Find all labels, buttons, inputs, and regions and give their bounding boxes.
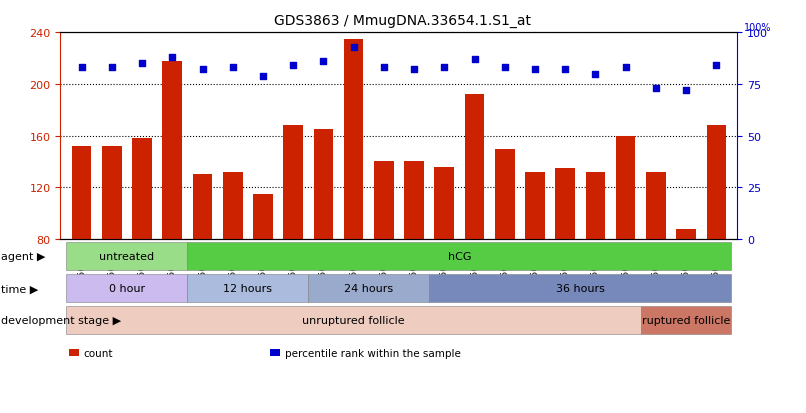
Bar [465, 95, 484, 240]
Bar [193, 175, 212, 240]
Text: development stage ▶: development stage ▶ [1, 316, 121, 326]
Point [438, 65, 451, 71]
Bar [66, 242, 187, 270]
Text: count: count [83, 348, 113, 358]
Point [75, 65, 88, 71]
Text: 36 hours: 36 hours [556, 283, 604, 294]
Text: time ▶: time ▶ [1, 283, 38, 294]
Text: untreated: untreated [99, 251, 155, 261]
Point [287, 63, 300, 69]
Point [347, 44, 360, 51]
Bar [66, 307, 641, 335]
Point [226, 65, 239, 71]
Text: percentile rank within the sample: percentile rank within the sample [285, 348, 460, 358]
Bar [187, 275, 308, 302]
Bar [308, 275, 429, 302]
Bar [163, 62, 182, 240]
Point [710, 63, 723, 69]
Bar [374, 162, 393, 240]
Bar [187, 242, 732, 270]
Point [650, 85, 663, 92]
Bar [66, 275, 187, 302]
Bar [405, 162, 424, 240]
Bar [586, 173, 605, 240]
Bar [102, 147, 122, 240]
Point [679, 88, 692, 94]
Point [377, 65, 390, 71]
Bar [616, 136, 635, 240]
Point [106, 65, 118, 71]
Text: agent ▶: agent ▶ [1, 251, 45, 261]
Bar [495, 149, 514, 240]
Text: hCG: hCG [447, 251, 472, 261]
Point [468, 57, 481, 63]
Bar [314, 130, 333, 240]
Point [589, 71, 602, 78]
Point [498, 65, 511, 71]
Point [559, 67, 571, 74]
Point [408, 67, 421, 74]
Point [166, 55, 179, 61]
Bar [646, 173, 666, 240]
Point [135, 61, 148, 67]
Bar [641, 307, 731, 335]
Bar [676, 229, 696, 240]
Point [256, 73, 269, 80]
Bar [284, 126, 303, 240]
Bar [223, 173, 243, 240]
Text: 0 hour: 0 hour [109, 283, 145, 294]
Bar [434, 167, 454, 240]
Bar [253, 195, 272, 240]
Text: GDS3863 / MmugDNA.33654.1.S1_at: GDS3863 / MmugDNA.33654.1.S1_at [275, 14, 531, 28]
Bar [707, 126, 726, 240]
Point [196, 67, 209, 74]
Point [529, 67, 542, 74]
Bar [72, 147, 91, 240]
Bar [526, 173, 545, 240]
Bar [555, 169, 575, 240]
Text: ruptured follicle: ruptured follicle [642, 316, 730, 326]
Text: unruptured follicle: unruptured follicle [302, 316, 405, 326]
Text: 24 hours: 24 hours [344, 283, 393, 294]
Bar [344, 40, 364, 240]
Text: 12 hours: 12 hours [223, 283, 272, 294]
Bar [429, 275, 732, 302]
Point [619, 65, 632, 71]
Text: 100%: 100% [744, 23, 772, 33]
Bar [132, 139, 152, 240]
Point [317, 59, 330, 65]
